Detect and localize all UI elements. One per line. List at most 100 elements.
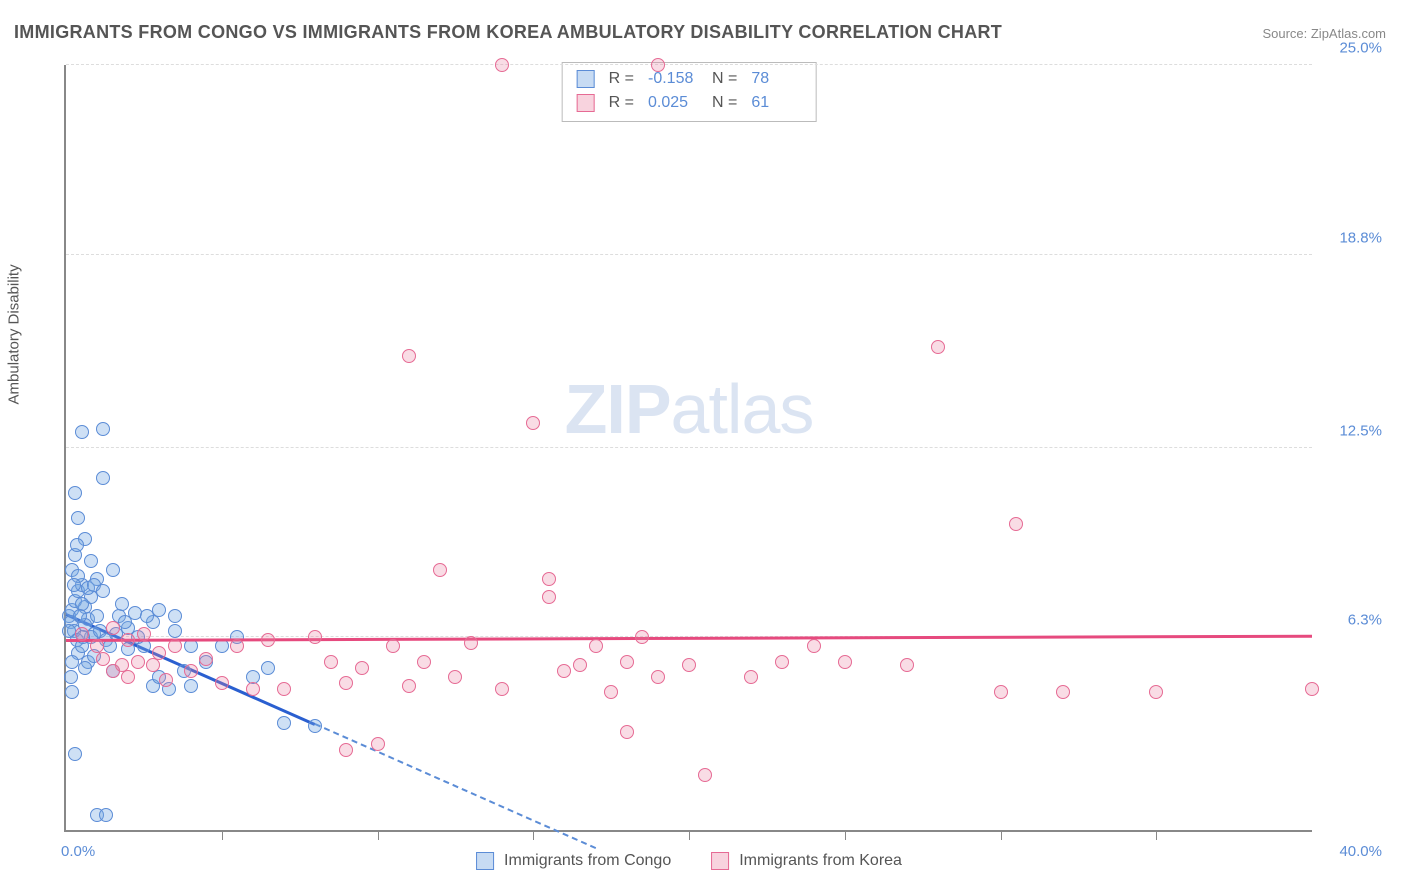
data-point-a xyxy=(308,719,322,733)
data-point-b xyxy=(620,655,634,669)
data-point-b xyxy=(651,670,665,684)
chart-title: IMMIGRANTS FROM CONGO VS IMMIGRANTS FROM… xyxy=(14,22,1002,43)
data-point-b xyxy=(464,636,478,650)
data-point-b xyxy=(137,627,151,641)
data-point-b xyxy=(589,639,603,653)
data-point-a xyxy=(64,670,78,684)
data-point-b xyxy=(168,639,182,653)
data-point-b xyxy=(215,676,229,690)
data-point-b xyxy=(1149,685,1163,699)
data-point-b xyxy=(495,682,509,696)
data-point-b xyxy=(230,639,244,653)
data-point-b xyxy=(838,655,852,669)
data-point-a xyxy=(73,609,87,623)
correlation-row: R = -0.158 N = 78 xyxy=(577,67,802,91)
plot-area: ZIPatlas R = -0.158 N = 78 R = 0.025 N =… xyxy=(64,65,1312,832)
y-tick-label: 25.0% xyxy=(1322,40,1382,57)
y-axis-label: Ambulatory Disability xyxy=(6,264,23,404)
data-point-b xyxy=(324,655,338,669)
series-name-a: Immigrants from Congo xyxy=(504,852,671,870)
data-point-b xyxy=(931,340,945,354)
data-point-b xyxy=(1305,682,1319,696)
data-point-b xyxy=(308,630,322,644)
swatch-series-b xyxy=(577,94,595,112)
data-point-a xyxy=(84,554,98,568)
data-point-a xyxy=(70,538,84,552)
x-tick xyxy=(1001,830,1002,840)
x-tick xyxy=(378,830,379,840)
data-point-b xyxy=(402,679,416,693)
data-point-b xyxy=(371,737,385,751)
data-point-a xyxy=(96,422,110,436)
data-point-a xyxy=(96,471,110,485)
n-value-a: 78 xyxy=(751,67,801,91)
watermark: ZIPatlas xyxy=(565,369,814,449)
data-point-b xyxy=(495,58,509,72)
data-point-a xyxy=(215,639,229,653)
legend-item: Immigrants from Korea xyxy=(711,852,902,870)
data-point-b xyxy=(1009,517,1023,531)
chart-container: Ambulatory Disability ZIPatlas R = -0.15… xyxy=(14,55,1392,877)
data-point-b xyxy=(199,652,213,666)
data-point-a xyxy=(277,716,291,730)
data-point-a xyxy=(115,597,129,611)
data-point-b xyxy=(698,768,712,782)
data-point-b xyxy=(106,621,120,635)
data-point-b xyxy=(159,673,173,687)
data-point-b xyxy=(557,664,571,678)
data-point-b xyxy=(131,655,145,669)
data-point-b xyxy=(573,658,587,672)
data-point-b xyxy=(339,743,353,757)
n-label: N = xyxy=(712,91,737,115)
n-label: N = xyxy=(712,67,737,91)
data-point-a xyxy=(68,747,82,761)
data-point-a xyxy=(75,425,89,439)
data-point-a xyxy=(118,615,132,629)
data-point-b xyxy=(807,639,821,653)
grid-line xyxy=(66,254,1312,255)
data-point-a xyxy=(71,511,85,525)
x-axis-max-label: 40.0% xyxy=(1322,843,1382,860)
data-point-b xyxy=(744,670,758,684)
data-point-b xyxy=(152,646,166,660)
data-point-b xyxy=(184,664,198,678)
data-point-b xyxy=(651,58,665,72)
watermark-rest: atlas xyxy=(671,370,814,448)
n-value-b: 61 xyxy=(751,91,801,115)
data-point-b xyxy=(339,676,353,690)
grid-line xyxy=(66,64,1312,65)
x-tick xyxy=(533,830,534,840)
swatch-series-b xyxy=(711,852,729,870)
data-point-b xyxy=(775,655,789,669)
data-point-b xyxy=(1056,685,1070,699)
r-value-b: 0.025 xyxy=(648,91,698,115)
x-tick xyxy=(222,830,223,840)
data-point-b xyxy=(402,349,416,363)
data-point-a xyxy=(168,609,182,623)
data-point-b xyxy=(448,670,462,684)
watermark-bold: ZIP xyxy=(565,370,671,448)
data-point-b xyxy=(526,416,540,430)
y-tick-label: 6.3% xyxy=(1322,612,1382,629)
data-point-a xyxy=(140,609,154,623)
data-point-b xyxy=(433,563,447,577)
data-point-b xyxy=(994,685,1008,699)
data-point-a xyxy=(67,578,81,592)
data-point-b xyxy=(604,685,618,699)
data-point-a xyxy=(90,609,104,623)
data-point-a xyxy=(184,679,198,693)
grid-line xyxy=(66,447,1312,448)
data-point-b xyxy=(682,658,696,672)
correlation-row: R = 0.025 N = 61 xyxy=(577,91,802,115)
x-tick xyxy=(689,830,690,840)
series-legend: Immigrants from Congo Immigrants from Ko… xyxy=(476,852,902,870)
data-point-a xyxy=(152,603,166,617)
data-point-b xyxy=(386,639,400,653)
data-point-b xyxy=(261,633,275,647)
trend-line-dash-a xyxy=(315,723,596,849)
correlation-legend: R = -0.158 N = 78 R = 0.025 N = 61 xyxy=(562,62,817,122)
x-axis-min-label: 0.0% xyxy=(61,843,95,860)
data-point-b xyxy=(417,655,431,669)
y-tick-label: 18.8% xyxy=(1322,229,1382,246)
data-point-b xyxy=(121,670,135,684)
